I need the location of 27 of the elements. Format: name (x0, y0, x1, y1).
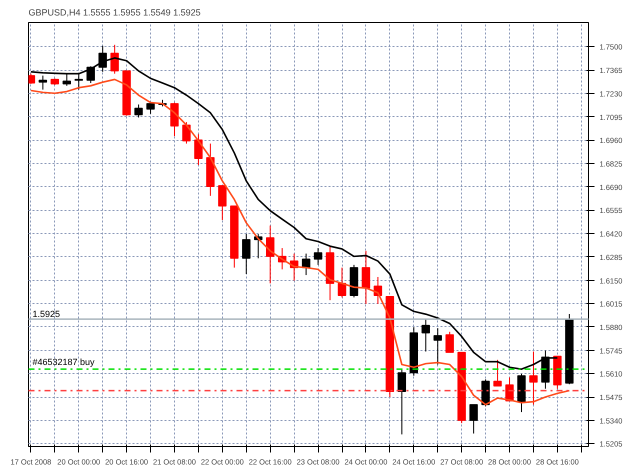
candlestick (422, 318, 430, 352)
line-series (30, 78, 570, 406)
candlestick (242, 234, 250, 275)
chart-title: GBPUSD,H4 1.5555 1.5955 1.5549 1.5925 (28, 8, 201, 18)
candlestick (469, 404, 478, 434)
candlestick (146, 101, 155, 114)
candlestick (218, 184, 227, 221)
candlestick (302, 253, 310, 276)
candlestick (314, 248, 322, 266)
candlestick (74, 73, 83, 90)
ref-line-label: 1.5925 (32, 309, 60, 320)
candlestick (38, 75, 48, 90)
candlestick (362, 250, 370, 304)
candlestick (86, 66, 95, 84)
candlestick (182, 122, 191, 144)
candlestick (445, 331, 454, 353)
candlestick (434, 328, 442, 365)
ref-line-label: #46532187 buy (32, 357, 96, 368)
candlestick (481, 378, 490, 407)
candlestick (493, 359, 502, 386)
candlestick (529, 351, 538, 406)
candlestick (110, 44, 119, 74)
candlestick (194, 134, 203, 166)
candlestick (62, 73, 71, 86)
candlestick (134, 104, 143, 118)
candlestick (266, 225, 274, 284)
candlestick (398, 368, 406, 435)
